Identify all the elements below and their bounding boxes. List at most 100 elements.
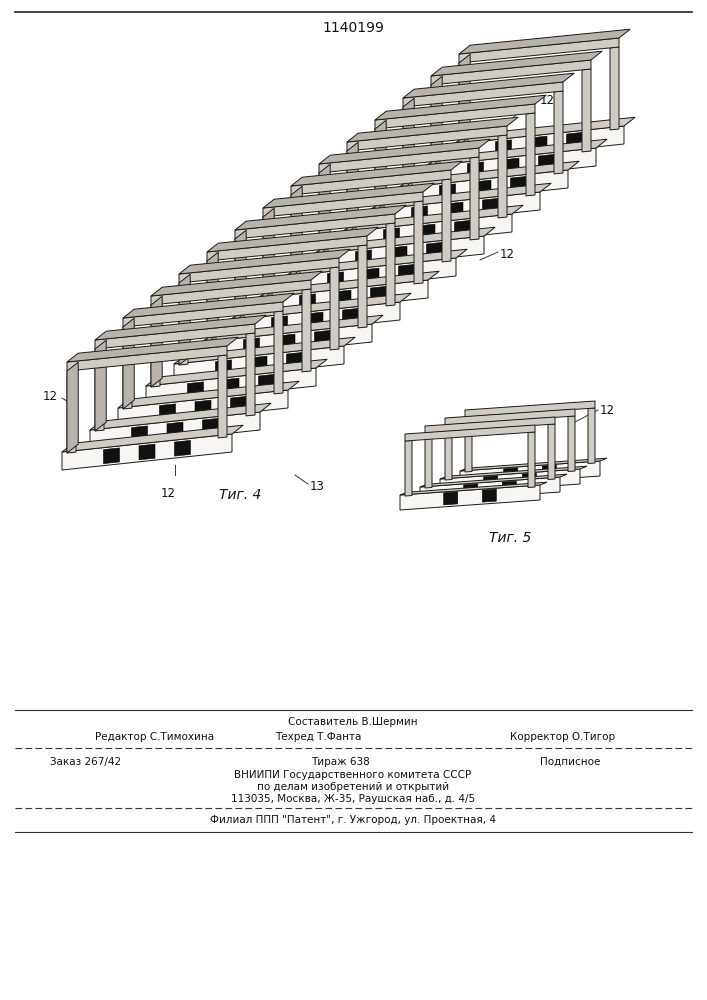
Polygon shape <box>426 139 607 166</box>
Polygon shape <box>179 274 190 365</box>
Polygon shape <box>400 482 547 495</box>
Polygon shape <box>315 330 330 346</box>
Polygon shape <box>398 161 579 188</box>
Polygon shape <box>503 468 518 481</box>
Polygon shape <box>179 249 350 274</box>
Polygon shape <box>218 355 227 438</box>
Polygon shape <box>246 333 255 416</box>
Polygon shape <box>314 236 484 272</box>
Text: Корректор О.Тигор: Корректор О.Тигор <box>510 732 615 742</box>
Polygon shape <box>431 84 440 167</box>
Polygon shape <box>146 359 327 386</box>
Polygon shape <box>498 135 507 218</box>
Polygon shape <box>588 408 595 463</box>
Polygon shape <box>347 126 507 151</box>
Polygon shape <box>347 150 356 233</box>
Text: Тираж 638: Тираж 638 <box>310 757 369 767</box>
Polygon shape <box>195 400 211 416</box>
Text: Τиг. 5: Τиг. 5 <box>489 531 531 545</box>
Polygon shape <box>123 293 294 318</box>
Polygon shape <box>174 337 355 364</box>
Polygon shape <box>207 236 367 261</box>
Polygon shape <box>465 401 595 417</box>
Polygon shape <box>103 448 119 464</box>
Polygon shape <box>405 441 412 496</box>
Polygon shape <box>347 117 518 142</box>
Polygon shape <box>286 249 467 276</box>
Polygon shape <box>400 485 540 510</box>
Polygon shape <box>327 272 344 288</box>
Polygon shape <box>342 214 512 250</box>
Polygon shape <box>356 250 371 266</box>
Polygon shape <box>455 220 470 236</box>
Polygon shape <box>90 403 271 430</box>
Text: 12: 12 <box>500 248 515 261</box>
Polygon shape <box>526 113 535 196</box>
Text: 113035, Москва, Ж-35, Раушская наб., д. 4/5: 113035, Москва, Ж-35, Раушская наб., д. … <box>231 794 475 804</box>
Polygon shape <box>363 268 379 284</box>
Polygon shape <box>319 164 330 255</box>
Polygon shape <box>465 417 472 472</box>
Text: ВНИИПИ Государственного комитета СССР: ВНИИПИ Государственного комитета СССР <box>235 770 472 780</box>
Polygon shape <box>167 422 183 438</box>
Polygon shape <box>300 294 315 310</box>
Polygon shape <box>62 434 232 470</box>
Polygon shape <box>459 38 619 63</box>
Polygon shape <box>542 465 556 478</box>
Polygon shape <box>460 458 607 471</box>
Polygon shape <box>263 208 274 299</box>
Polygon shape <box>123 302 283 327</box>
Polygon shape <box>582 69 591 152</box>
Polygon shape <box>207 252 218 343</box>
Polygon shape <box>258 280 428 316</box>
Polygon shape <box>251 356 267 372</box>
Polygon shape <box>358 245 367 328</box>
Polygon shape <box>370 183 551 210</box>
Polygon shape <box>482 198 498 214</box>
Polygon shape <box>610 47 619 130</box>
Polygon shape <box>263 192 423 217</box>
Polygon shape <box>123 326 132 409</box>
Polygon shape <box>442 179 451 262</box>
Polygon shape <box>431 60 591 85</box>
Polygon shape <box>445 425 452 480</box>
Polygon shape <box>95 324 255 349</box>
Polygon shape <box>510 176 527 192</box>
Text: 1140199: 1140199 <box>322 21 384 35</box>
Text: 13: 13 <box>310 481 325 493</box>
Polygon shape <box>291 194 300 277</box>
Polygon shape <box>271 316 288 332</box>
Polygon shape <box>230 293 411 320</box>
Polygon shape <box>403 98 414 189</box>
Polygon shape <box>132 426 148 442</box>
Polygon shape <box>67 346 227 371</box>
Polygon shape <box>370 286 387 302</box>
Text: по делам изобретений и открытий: по делам изобретений и открытий <box>257 782 449 792</box>
Text: Составитель В.Шермин: Составитель В.Шермин <box>288 717 418 727</box>
Polygon shape <box>539 154 554 170</box>
Polygon shape <box>403 82 563 107</box>
Polygon shape <box>403 73 574 98</box>
Polygon shape <box>405 425 535 441</box>
Text: Техред Т.Фанта: Техред Т.Фанта <box>275 732 361 742</box>
Polygon shape <box>160 404 175 420</box>
Polygon shape <box>95 315 267 340</box>
Polygon shape <box>319 148 479 173</box>
Polygon shape <box>347 142 358 233</box>
Polygon shape <box>503 158 519 174</box>
Polygon shape <box>459 54 470 145</box>
Polygon shape <box>403 106 412 189</box>
Polygon shape <box>202 315 383 342</box>
Polygon shape <box>375 104 535 129</box>
Polygon shape <box>426 148 596 184</box>
Polygon shape <box>258 271 439 298</box>
Text: 12: 12 <box>43 390 58 403</box>
Polygon shape <box>286 258 456 294</box>
Polygon shape <box>414 201 423 284</box>
Polygon shape <box>151 280 311 305</box>
Polygon shape <box>235 214 395 239</box>
Polygon shape <box>259 374 274 390</box>
Polygon shape <box>467 162 484 178</box>
Text: 12: 12 <box>600 403 615 416</box>
Polygon shape <box>503 481 516 494</box>
